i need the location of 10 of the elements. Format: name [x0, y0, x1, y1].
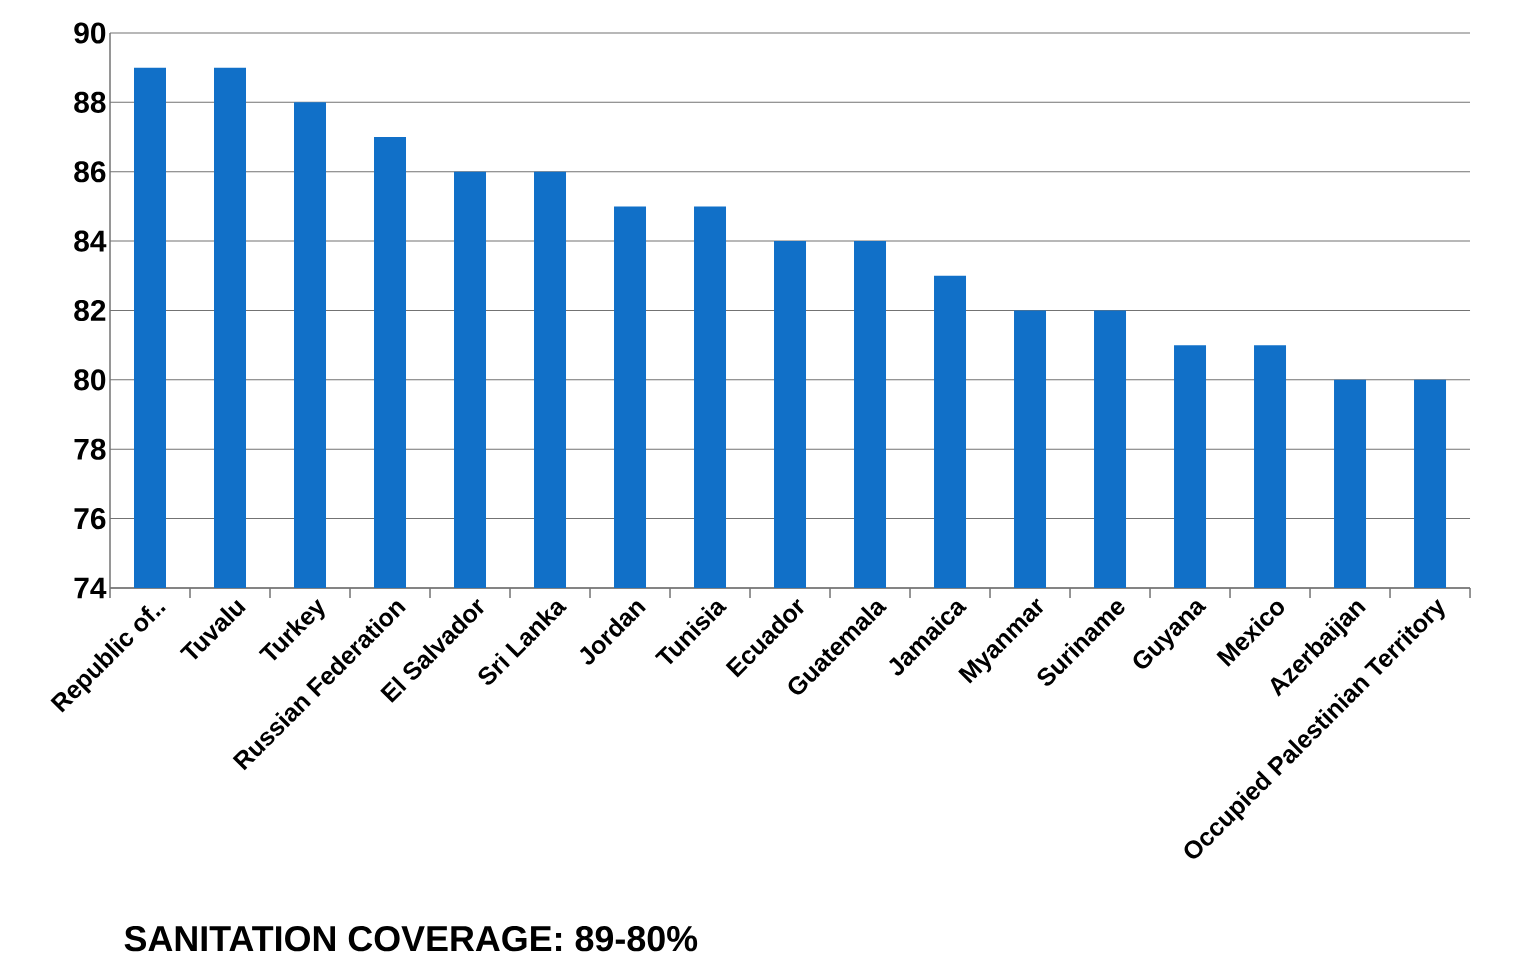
- text: SANITATION COVERAGE: 89-80%: [124, 925, 698, 952]
- y-tick-label: 76: [74, 508, 106, 530]
- y-tick-label: 74: [74, 577, 107, 599]
- y-tick-label: 78: [74, 438, 106, 460]
- y-tick-label: 84: [74, 230, 107, 252]
- y-tick-label: 82: [74, 299, 106, 322]
- y-tick-label: 86: [74, 161, 106, 183]
- y-tick-label: 80: [74, 369, 106, 391]
- y-tick-label: 90: [74, 22, 106, 44]
- y-tick-label: 88: [74, 91, 106, 113]
